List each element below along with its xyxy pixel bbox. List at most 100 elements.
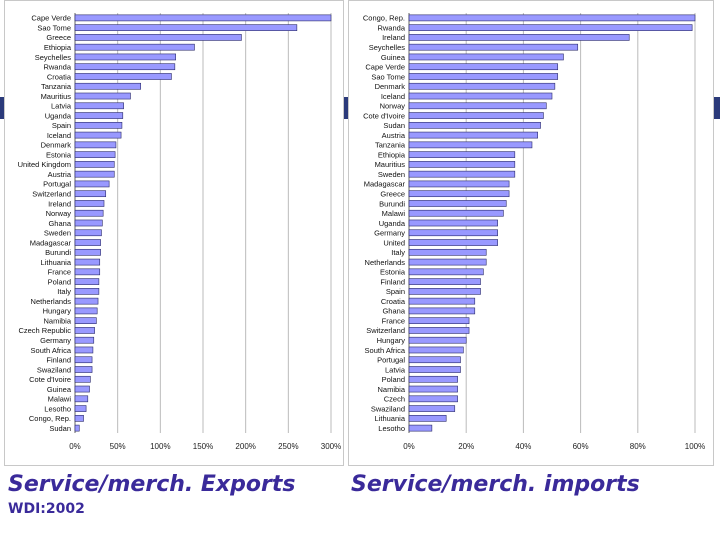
category-label: Madagascar: [30, 238, 72, 247]
bar-uganda: [408, 219, 498, 227]
category-label: Portugal: [43, 180, 71, 189]
category-label: Malawi: [382, 209, 406, 218]
x-tick-label: 300%: [321, 442, 341, 451]
category-label: Estonia: [46, 150, 72, 159]
category-label: Burundi: [379, 199, 405, 208]
category-label: Burundi: [45, 248, 71, 257]
category-label: Lithuania: [41, 258, 72, 267]
category-label: Iceland: [381, 92, 405, 101]
bar-estonia: [408, 268, 484, 276]
bar-cote-d-ivoire: [74, 375, 91, 383]
bar-malawi: [408, 209, 504, 217]
category-label: Swaziland: [371, 404, 405, 413]
category-label: Tanzania: [375, 141, 406, 150]
category-label: Netherlands: [365, 258, 406, 267]
bar-lesotho: [74, 405, 87, 412]
category-label: Switzerland: [366, 326, 405, 335]
bar-poland: [74, 278, 100, 285]
bar-lithuania: [408, 415, 447, 422]
category-label: Namibia: [377, 385, 405, 394]
category-label: Greece: [380, 189, 405, 198]
bar-italy: [408, 248, 487, 256]
category-label: Malawi: [48, 395, 72, 404]
bar-croatia: [408, 297, 476, 305]
bar-switzerland: [74, 190, 107, 198]
bar-czech: [408, 395, 458, 403]
bar-austria: [74, 170, 115, 178]
category-label: Lesotho: [378, 424, 405, 433]
x-tick-label: 20%: [458, 442, 474, 451]
bar-sao-tome: [74, 24, 298, 31]
imports-bar-chart: 0% 20% 40% 60% 80% 100% Congo, Rep.RwandaIrela…: [363, 13, 705, 451]
bar-iceland: [408, 92, 553, 100]
category-label: Hungary: [43, 307, 72, 316]
x-tick-label: 0%: [69, 442, 81, 451]
category-label: Denmark: [375, 82, 406, 91]
bar-estonia: [74, 151, 116, 158]
category-label: Hungary: [377, 336, 406, 345]
bar-ethiopia: [74, 43, 195, 51]
category-label: South Africa: [365, 346, 406, 355]
bar-congo-rep: [408, 14, 696, 22]
category-label: Poland: [382, 375, 405, 384]
category-label: Lithuania: [375, 414, 406, 423]
category-label: Iceland: [47, 131, 71, 140]
category-label: Cote d'Ivoire: [363, 111, 405, 120]
category-label: Seychelles: [35, 53, 72, 62]
bar-denmark: [408, 82, 556, 90]
bar-norway: [408, 102, 547, 110]
bar-rwanda: [74, 63, 176, 71]
bar-rwanda: [408, 24, 693, 31]
bar-spain: [74, 121, 123, 129]
bar-greece: [408, 190, 510, 198]
category-label: Ireland: [382, 33, 405, 42]
category-label: Namibia: [43, 316, 71, 325]
x-tick-label: 0%: [403, 442, 415, 451]
category-label: Norway: [46, 209, 72, 218]
category-label: Guinea: [47, 385, 72, 394]
category-label: Sudan: [49, 424, 71, 433]
bar-netherlands: [408, 258, 487, 266]
category-label: Rwanda: [377, 23, 405, 32]
x-tick-label: 200%: [235, 442, 255, 451]
category-label: Czech: [384, 395, 405, 404]
bar-hungary: [408, 336, 467, 344]
category-label: Sao Tome: [37, 23, 71, 32]
category-label: Czech Republic: [18, 326, 71, 335]
bar-burundi: [74, 248, 101, 256]
category-label: Lesotho: [44, 404, 71, 413]
category-label: Rwanda: [43, 63, 71, 72]
bar-malawi: [74, 395, 89, 403]
category-label: Sweden: [378, 170, 405, 179]
category-label: Congo, Rep.: [363, 14, 405, 23]
bar-namibia: [74, 317, 97, 325]
x-tick-label: 100%: [150, 442, 170, 451]
source-label: WDI:2002: [8, 501, 85, 517]
bar-madagascar: [408, 180, 510, 188]
category-label: Tanzania: [41, 82, 72, 91]
x-tick-label: 50%: [110, 442, 126, 451]
bar-austria: [408, 131, 538, 139]
category-label: Madagascar: [364, 180, 406, 189]
bar-mauritius: [74, 92, 131, 100]
category-label: Uganda: [379, 219, 406, 228]
bar-sao-tome: [408, 73, 559, 80]
exports-caption: Service/merch. Exports: [8, 472, 296, 497]
bar-italy: [74, 288, 100, 295]
bar-seychelles: [408, 43, 579, 51]
category-label: Greece: [46, 33, 71, 42]
bar-swaziland: [74, 366, 93, 373]
bar-croatia: [74, 73, 172, 80]
exports-chart-panel: 0% 50% 100% 150% 200% 250% 300% Cape Verde Sao T…: [4, 0, 344, 466]
category-label: Finland: [46, 356, 71, 365]
bar-lesotho: [408, 424, 433, 432]
category-label: Germany: [374, 229, 405, 238]
category-label: Seychelles: [369, 43, 406, 52]
x-tick-label: 100%: [685, 442, 705, 451]
bar-lithuania: [74, 258, 101, 266]
category-label: Austria: [48, 170, 72, 179]
category-label: Cape Verde: [31, 14, 71, 23]
x-tick-label: 150%: [193, 442, 213, 451]
category-label: Cote d'Ivoire: [29, 375, 71, 384]
